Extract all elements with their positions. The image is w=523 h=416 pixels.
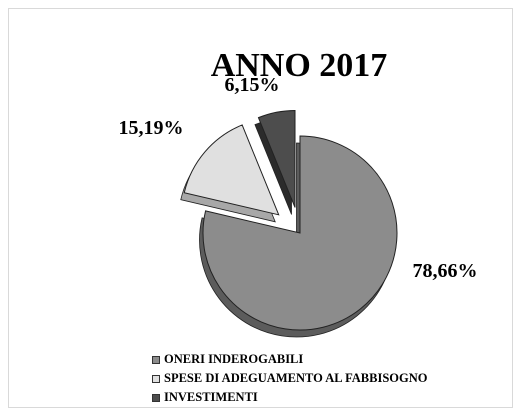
pie-slice-oneri [202, 135, 398, 331]
pie-slice-spese [183, 124, 280, 216]
legend: ONERI INDEROGABILI SPESE DI ADEGUAMENTO … [152, 350, 428, 407]
chart-title: ANNO 2017 [211, 47, 388, 84]
legend-item-oneri: ONERI INDEROGABILI [152, 350, 428, 369]
data-label-spese: 15,19% [119, 117, 184, 139]
data-label-oneri: 78,66% [413, 260, 478, 282]
legend-label-spese: SPESE DI ADEGUAMENTO AL FABBISOGNO [164, 371, 428, 385]
legend-item-investimenti: INVESTIMENTI [152, 388, 428, 407]
legend-label-oneri: ONERI INDEROGABILI [164, 352, 304, 366]
legend-item-spese: SPESE DI ADEGUAMENTO AL FABBISOGNO [152, 369, 428, 388]
legend-swatch-investimenti [152, 393, 160, 402]
legend-swatch-spese [152, 374, 160, 383]
legend-label-investimenti: INVESTIMENTI [164, 390, 258, 404]
legend-swatch-oneri [152, 355, 160, 364]
data-label-investimenti: 6,15% [225, 74, 280, 96]
pie-slice-investimenti [257, 109, 296, 208]
pie-slices [183, 109, 398, 331]
